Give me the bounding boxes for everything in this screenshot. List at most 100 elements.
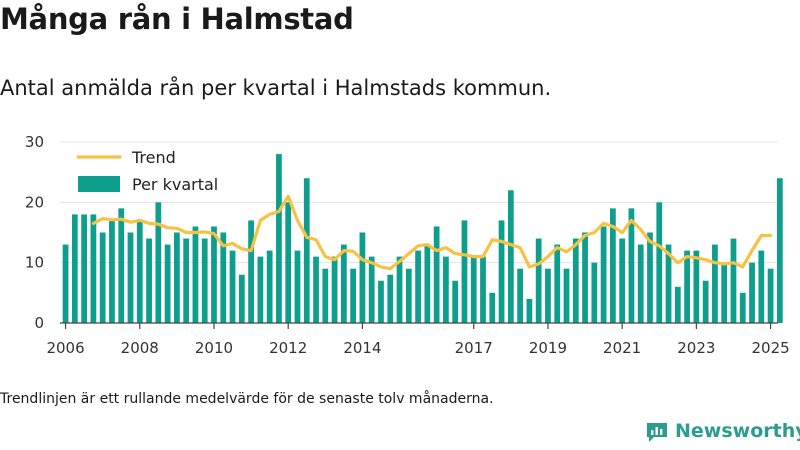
bar — [721, 262, 728, 323]
bar — [303, 178, 310, 323]
bar — [201, 238, 208, 323]
bar — [257, 256, 264, 323]
bar — [146, 238, 152, 323]
bar — [248, 220, 254, 323]
bar — [619, 238, 626, 323]
bar — [730, 238, 737, 323]
bar — [684, 250, 690, 323]
bar — [266, 250, 273, 323]
bar — [443, 256, 449, 323]
x-tick-label: 2008 — [121, 339, 159, 357]
bar — [591, 262, 598, 323]
bar — [109, 220, 115, 323]
bar — [656, 202, 663, 323]
bar — [610, 208, 616, 323]
bar — [647, 232, 653, 323]
bar — [461, 220, 468, 323]
legend: Trend Per kvartal — [70, 144, 235, 200]
bar — [220, 232, 227, 323]
bar — [276, 154, 282, 323]
x-tick-label: 2025 — [751, 339, 789, 357]
bar — [313, 256, 319, 323]
bar-series — [62, 154, 783, 323]
bar — [90, 214, 97, 323]
bar — [192, 226, 199, 323]
brand-logo[interactable]: Newsworthy — [645, 419, 800, 443]
chart-subtitle: Antal anmälda rån per kvartal i Halmstad… — [0, 76, 552, 100]
bar — [378, 280, 384, 323]
bar — [433, 226, 440, 323]
bar — [489, 292, 496, 323]
bar — [665, 244, 672, 323]
chart-area: 0 10 20 30 2006 2008 2010 2012 2014 2017 2019 2021… — [25, 133, 790, 357]
bar — [498, 220, 505, 323]
bar — [396, 256, 403, 323]
legend-label-trend: Trend — [131, 148, 176, 167]
bar — [359, 232, 366, 323]
bar — [164, 244, 171, 323]
y-tick-label: 10 — [25, 254, 44, 272]
bar — [183, 238, 190, 323]
bar — [340, 244, 347, 323]
bar — [415, 250, 421, 323]
bar — [674, 286, 681, 323]
x-tick-label: 2021 — [603, 339, 641, 357]
bar — [452, 280, 459, 323]
x-tick-label: 2006 — [46, 339, 84, 357]
brand-name: Newsworthy — [675, 420, 800, 442]
bar — [535, 238, 542, 323]
bar — [127, 232, 134, 323]
bar — [350, 268, 357, 323]
x-tick-label: 2019 — [529, 339, 567, 357]
bar — [693, 250, 700, 323]
x-tick-label: 2014 — [343, 339, 381, 357]
bar — [517, 268, 523, 323]
y-tick-label: 30 — [25, 133, 44, 151]
chart-title: Många rån i Halmstad — [0, 2, 354, 36]
bar — [572, 238, 579, 323]
bar — [637, 244, 644, 323]
x-tick-label: 2017 — [455, 339, 493, 357]
bar — [470, 256, 477, 323]
bar — [99, 232, 106, 323]
bar — [554, 244, 561, 323]
bar — [368, 256, 375, 323]
bar — [71, 214, 78, 323]
bar — [211, 226, 217, 323]
bar — [712, 244, 718, 323]
bar — [331, 256, 338, 323]
bar — [739, 292, 746, 323]
bar — [405, 268, 412, 323]
y-tick-label: 20 — [25, 193, 44, 211]
trend-line — [91, 194, 773, 271]
bar — [118, 208, 125, 323]
x-axis: 2006 2008 2010 2012 2014 2017 2019 2021 2023 2025 — [46, 322, 790, 357]
footnote: Trendlinjen är ett rullande medelvärde f… — [0, 391, 494, 407]
bar — [776, 178, 783, 323]
bar — [628, 208, 635, 323]
bar — [387, 274, 394, 323]
y-tick-label: 0 — [34, 314, 44, 332]
legend-label-bars: Per kvartal — [132, 175, 218, 194]
bar — [749, 262, 755, 323]
bar — [600, 226, 607, 323]
bar — [702, 280, 709, 323]
bar — [507, 190, 514, 323]
bar — [526, 298, 533, 323]
x-tick-label: 2023 — [677, 339, 715, 357]
bar — [545, 268, 551, 323]
bar — [767, 268, 774, 323]
legend-swatch-bars — [78, 176, 120, 192]
x-tick-label: 2012 — [269, 339, 307, 357]
bar — [155, 202, 162, 323]
y-axis-tick-labels: 0 10 20 30 — [25, 133, 44, 332]
bar — [424, 244, 431, 323]
bar — [62, 244, 69, 323]
bar — [758, 250, 765, 323]
newsworthy-logo-icon — [647, 423, 667, 442]
bar — [81, 214, 87, 323]
bar — [285, 202, 292, 323]
bar — [294, 250, 301, 323]
bar — [174, 232, 180, 323]
x-tick-label: 2010 — [195, 339, 233, 357]
